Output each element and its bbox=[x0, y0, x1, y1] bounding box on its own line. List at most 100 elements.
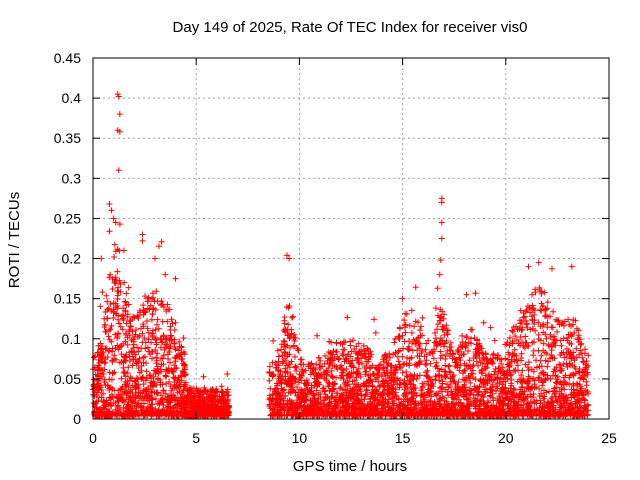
data-point bbox=[317, 389, 324, 396]
data-point bbox=[507, 388, 514, 395]
data-point bbox=[410, 336, 417, 343]
data-point bbox=[285, 331, 292, 338]
data-point bbox=[115, 167, 122, 174]
data-point bbox=[456, 354, 463, 361]
data-point bbox=[413, 375, 420, 382]
data-point bbox=[442, 362, 449, 369]
data-point bbox=[431, 329, 438, 336]
data-point bbox=[115, 387, 122, 394]
data-point bbox=[444, 347, 451, 354]
data-point bbox=[518, 319, 525, 326]
data-point bbox=[397, 401, 404, 408]
data-point bbox=[509, 352, 516, 359]
data-point bbox=[438, 219, 445, 226]
data-point bbox=[200, 373, 207, 380]
data-point bbox=[154, 298, 161, 305]
data-point bbox=[163, 366, 170, 373]
data-point bbox=[106, 336, 113, 343]
data-point bbox=[362, 391, 369, 398]
data-point bbox=[402, 321, 409, 328]
data-point bbox=[134, 313, 141, 320]
data-point bbox=[472, 353, 479, 360]
data-point bbox=[399, 295, 406, 302]
data-point bbox=[221, 412, 228, 419]
data-point bbox=[99, 366, 106, 373]
data-point bbox=[181, 394, 188, 401]
data-point bbox=[400, 401, 407, 408]
data-point bbox=[164, 341, 171, 348]
data-point bbox=[118, 375, 125, 382]
data-point bbox=[408, 329, 415, 336]
data-point bbox=[204, 408, 211, 415]
data-point bbox=[314, 332, 321, 339]
data-point bbox=[108, 207, 115, 214]
data-point bbox=[145, 329, 152, 336]
data-point bbox=[111, 254, 118, 261]
data-point bbox=[524, 380, 531, 387]
data-point bbox=[526, 304, 533, 311]
data-point bbox=[394, 380, 401, 387]
y-tick-label: 0.4 bbox=[62, 90, 82, 106]
data-point bbox=[280, 337, 287, 344]
data-point bbox=[102, 308, 109, 315]
data-point bbox=[552, 393, 559, 400]
data-point bbox=[188, 389, 195, 396]
data-point bbox=[179, 355, 186, 362]
data-point bbox=[143, 386, 150, 393]
data-point bbox=[491, 368, 498, 375]
data-point bbox=[472, 346, 479, 353]
data-point bbox=[451, 378, 458, 385]
data-point bbox=[333, 340, 340, 347]
data-point bbox=[131, 378, 138, 385]
data-point bbox=[558, 392, 565, 399]
data-point bbox=[115, 288, 122, 295]
data-point bbox=[116, 359, 123, 366]
data-point bbox=[273, 394, 280, 401]
data-point bbox=[349, 337, 356, 344]
data-point bbox=[163, 335, 170, 342]
data-point bbox=[151, 367, 158, 374]
data-point bbox=[321, 375, 328, 382]
data-point bbox=[406, 377, 413, 384]
data-point bbox=[513, 336, 520, 343]
data-point bbox=[165, 355, 172, 362]
data-point bbox=[315, 354, 322, 361]
data-point bbox=[134, 344, 141, 351]
data-point bbox=[285, 321, 292, 328]
data-point bbox=[377, 361, 384, 368]
data-point bbox=[533, 357, 540, 364]
data-point bbox=[127, 386, 134, 393]
data-point bbox=[396, 324, 403, 331]
data-point bbox=[159, 355, 166, 362]
data-point bbox=[135, 381, 142, 388]
data-point bbox=[490, 397, 497, 404]
data-point bbox=[134, 410, 141, 417]
data-point bbox=[461, 351, 468, 358]
data-point bbox=[570, 380, 577, 387]
data-point bbox=[531, 320, 538, 327]
data-point bbox=[140, 359, 147, 366]
data-point bbox=[401, 380, 408, 387]
data-point bbox=[135, 312, 142, 319]
data-point bbox=[114, 334, 121, 341]
data-point bbox=[545, 358, 552, 365]
data-point bbox=[478, 345, 485, 352]
data-point bbox=[109, 285, 116, 292]
data-point bbox=[422, 360, 429, 367]
data-point bbox=[140, 354, 147, 361]
data-point bbox=[149, 348, 156, 355]
data-point bbox=[568, 263, 575, 270]
data-point bbox=[483, 351, 490, 358]
data-point bbox=[109, 370, 116, 377]
data-point bbox=[112, 331, 119, 338]
data-point bbox=[530, 352, 537, 359]
data-point bbox=[149, 396, 156, 403]
data-point bbox=[139, 231, 146, 238]
data-point bbox=[291, 353, 298, 360]
y-tick-label: 0.3 bbox=[62, 170, 82, 186]
data-point bbox=[155, 325, 162, 332]
data-point bbox=[114, 302, 121, 309]
data-point bbox=[275, 353, 282, 360]
data-point bbox=[396, 384, 403, 391]
data-point bbox=[509, 327, 516, 334]
